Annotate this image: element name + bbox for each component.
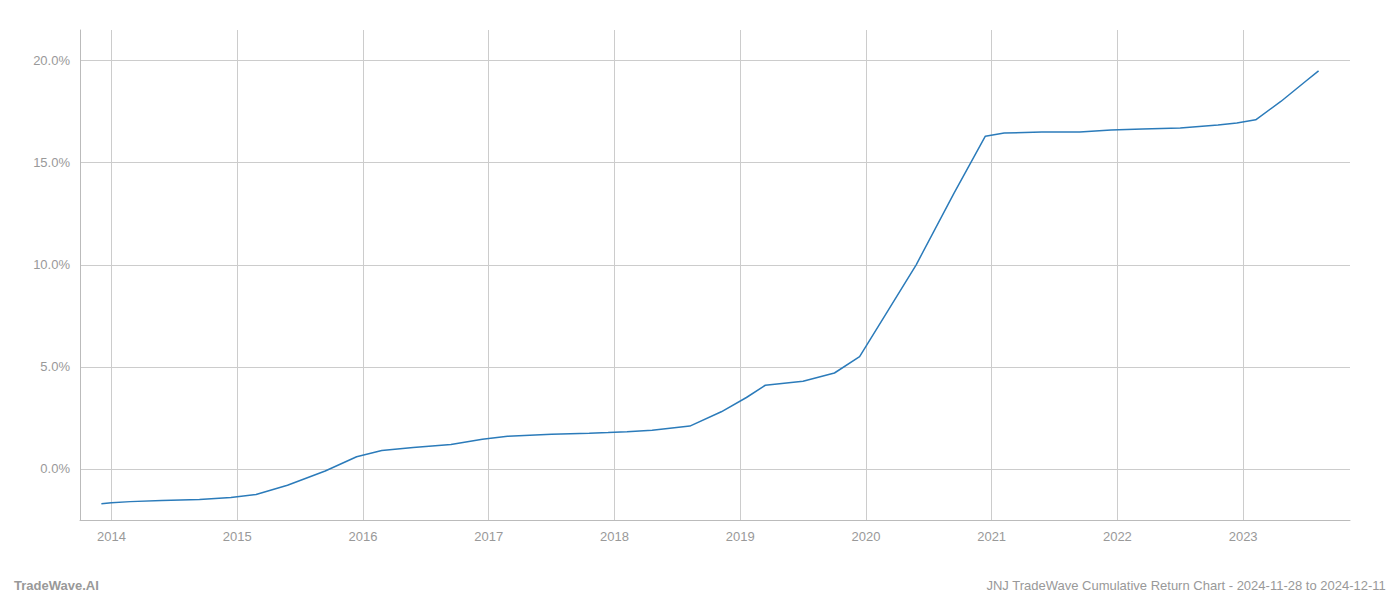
svg-text:10.0%: 10.0% — [33, 257, 70, 272]
svg-text:2020: 2020 — [851, 529, 880, 544]
svg-text:2018: 2018 — [600, 529, 629, 544]
svg-text:2021: 2021 — [977, 529, 1006, 544]
svg-text:2022: 2022 — [1103, 529, 1132, 544]
svg-text:0.0%: 0.0% — [40, 461, 70, 476]
svg-text:5.0%: 5.0% — [40, 359, 70, 374]
svg-text:TradeWave.AI: TradeWave.AI — [14, 578, 99, 593]
svg-text:2014: 2014 — [97, 529, 126, 544]
svg-text:20.0%: 20.0% — [33, 53, 70, 68]
svg-text:2019: 2019 — [726, 529, 755, 544]
svg-text:2015: 2015 — [223, 529, 252, 544]
svg-text:2017: 2017 — [474, 529, 503, 544]
svg-text:JNJ TradeWave Cumulative Retur: JNJ TradeWave Cumulative Return Chart - … — [986, 578, 1385, 593]
svg-text:15.0%: 15.0% — [33, 155, 70, 170]
svg-text:2023: 2023 — [1229, 529, 1258, 544]
svg-text:2016: 2016 — [348, 529, 377, 544]
